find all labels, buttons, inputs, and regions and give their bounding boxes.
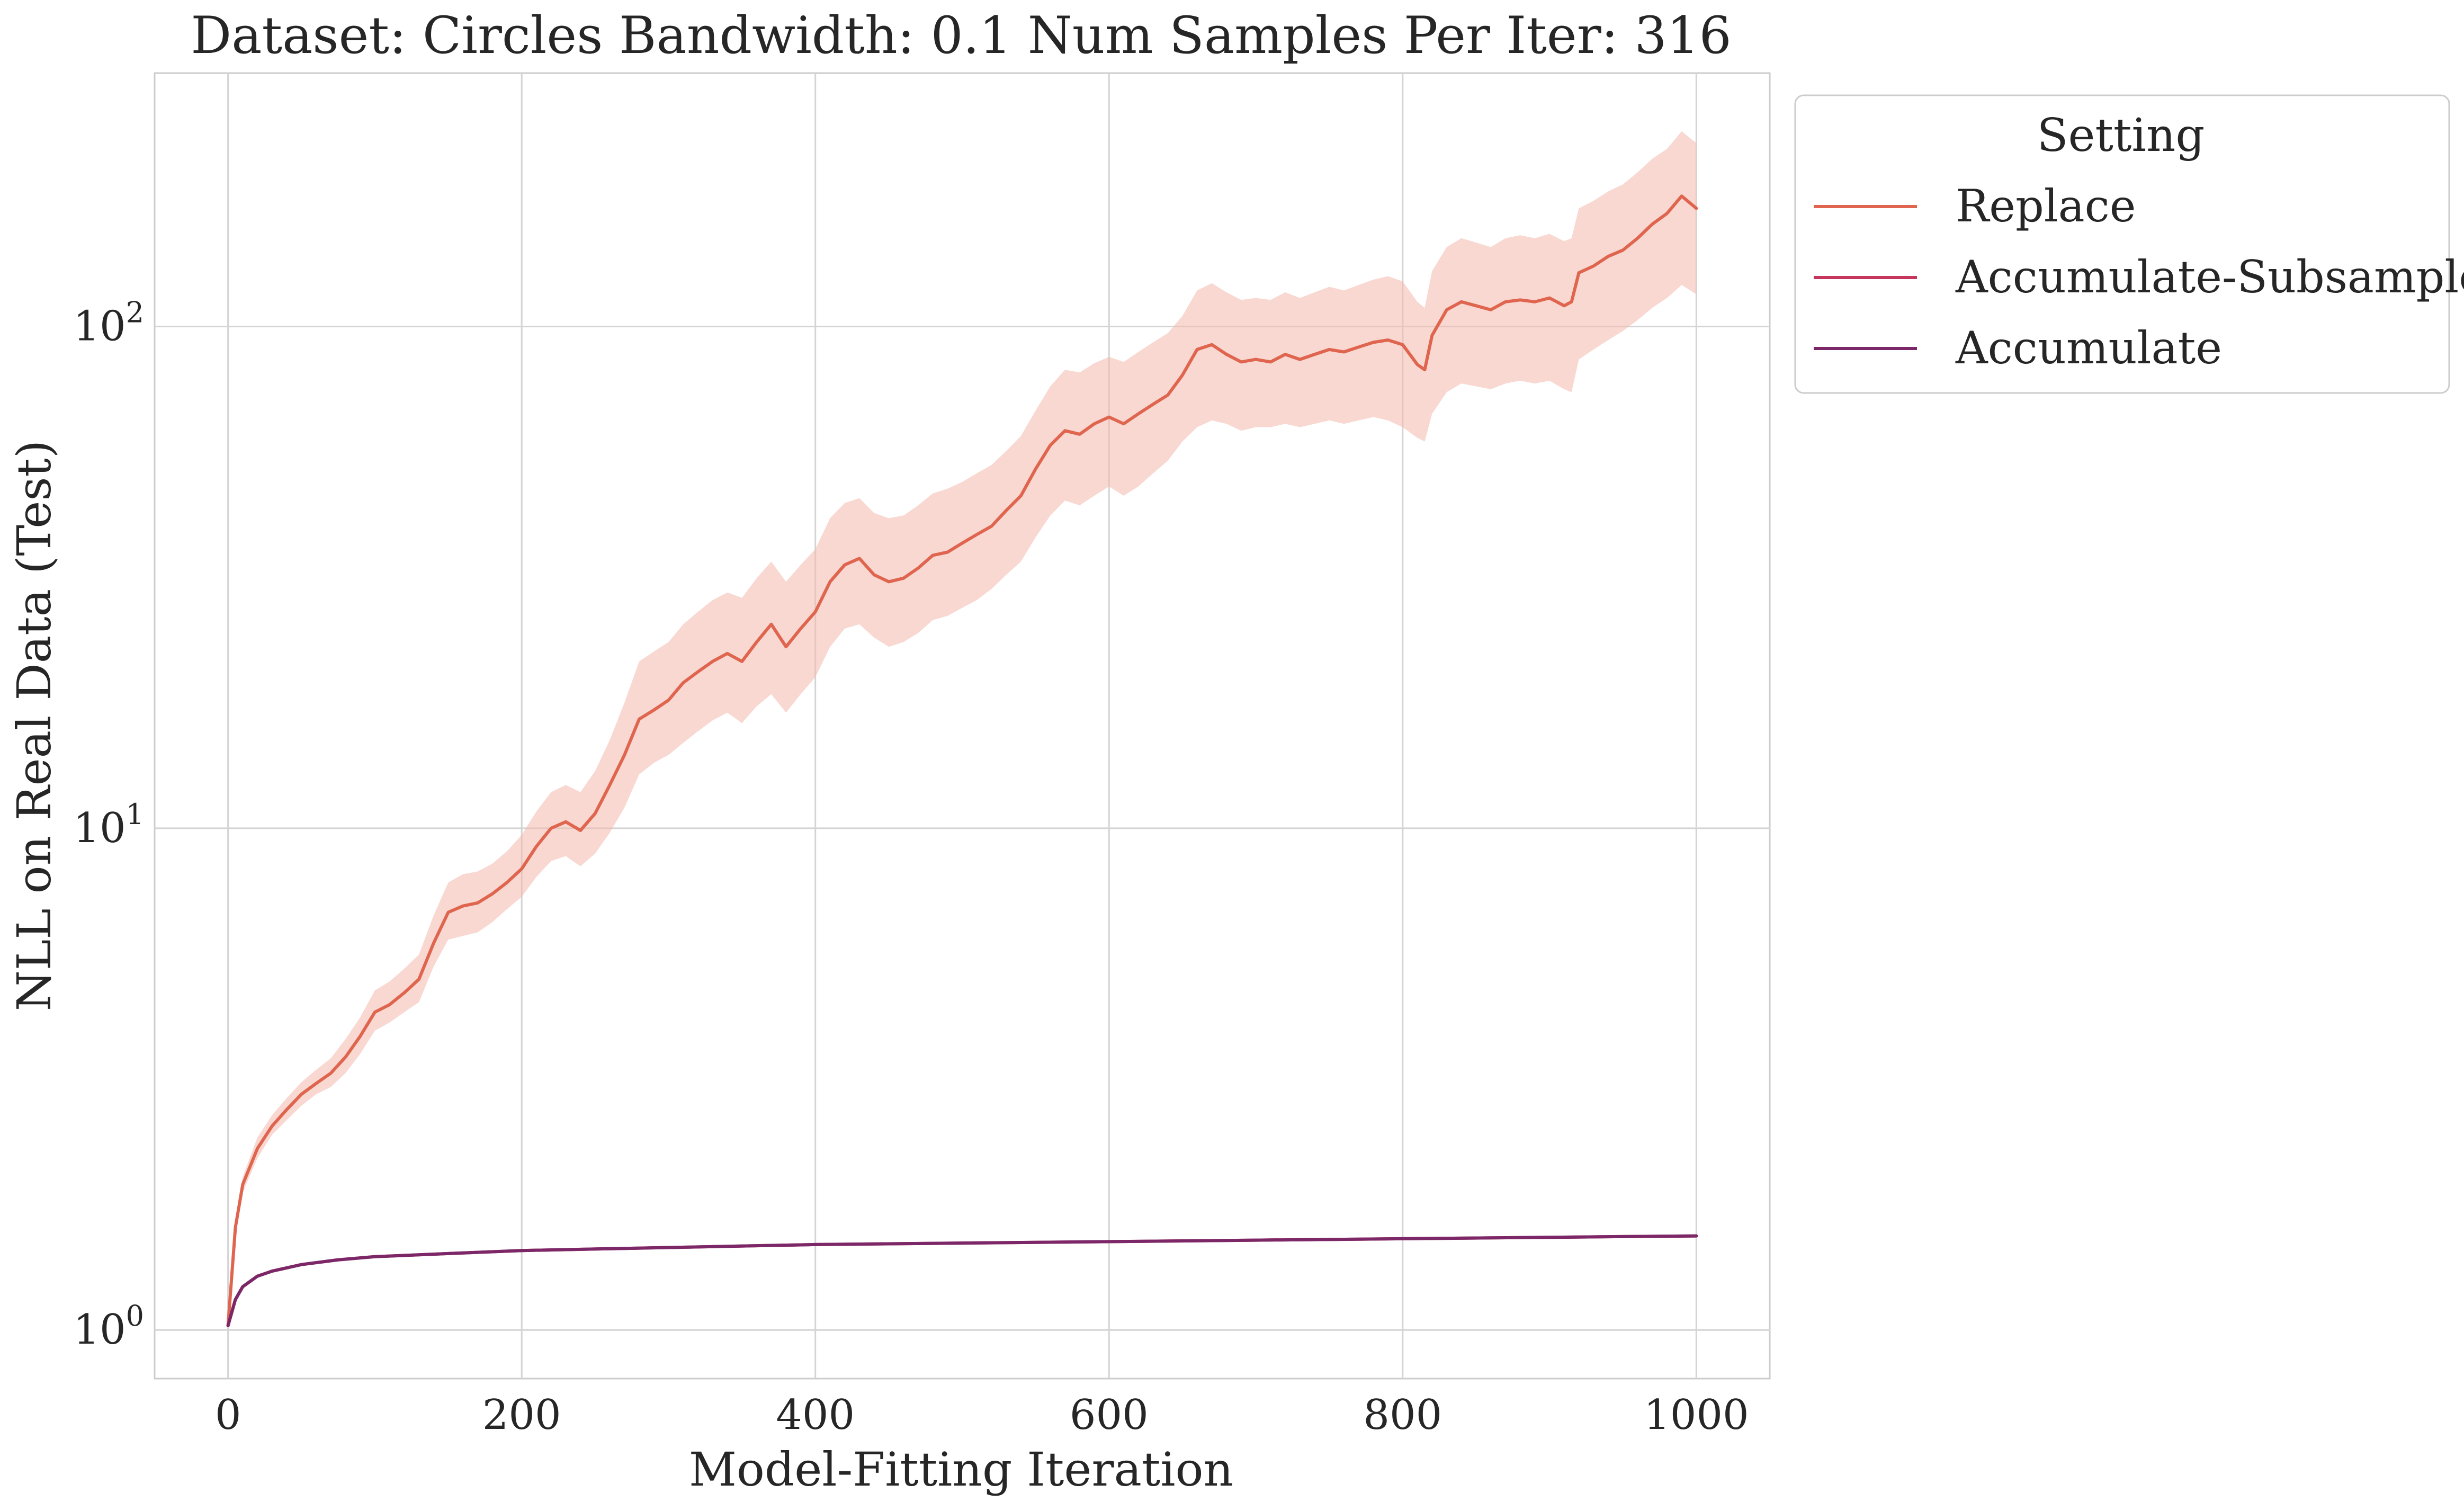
x-tick-label: 200 <box>482 1391 561 1439</box>
x-tick-label: 800 <box>1363 1391 1442 1439</box>
x-tick-labels: 0 200 400 600 800 1000 <box>215 1391 1749 1439</box>
confidence-bands <box>228 131 1697 1330</box>
y-axis-label: NLL on Real Data (Test) <box>7 440 61 1011</box>
y-tick-label: 102 <box>73 296 144 351</box>
series-lines <box>226 194 1698 1327</box>
y-tick-label: 101 <box>73 798 144 852</box>
chart-title: Dataset: Circles Bandwidth: 0.1 Num Samp… <box>191 6 1731 65</box>
replace-line <box>226 194 1698 1327</box>
legend-box <box>1794 94 2450 394</box>
x-tick-label: 400 <box>776 1391 855 1439</box>
x-tick-label: 600 <box>1070 1391 1149 1439</box>
y-tick-labels: 100 101 102 <box>73 296 144 1354</box>
replace-confidence-band <box>228 131 1697 1330</box>
accumulate-line <box>226 1234 1698 1327</box>
x-tick-label: 0 <box>215 1391 241 1439</box>
legend-label-accumulate: Accumulate <box>1955 322 2222 374</box>
legend-label-accumulate-subsample: Accumulate-Subsample <box>1955 251 2464 303</box>
x-tick-label: 1000 <box>1644 1391 1749 1439</box>
legend: Setting Replace Accumulate-Subsample Accum… <box>1794 94 2464 394</box>
y-tick-label: 100 <box>73 1299 144 1354</box>
legend-title: Setting <box>2037 109 2205 162</box>
legend-items: Replace Accumulate-Subsample Accumulate <box>1814 180 2464 374</box>
x-axis-label: Model-Fitting Iteration <box>689 1442 1233 1497</box>
legend-label-replace: Replace <box>1956 180 2136 232</box>
